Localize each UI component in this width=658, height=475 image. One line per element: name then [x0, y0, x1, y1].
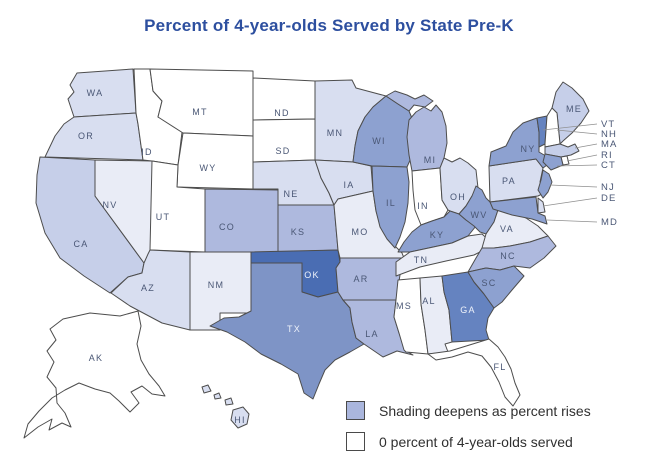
state-il — [371, 165, 410, 249]
state-label-pa: PA — [502, 176, 516, 186]
state-sc — [467, 265, 525, 309]
state-hi — [201, 384, 250, 429]
state-label-mn: MN — [327, 128, 344, 138]
state-ak — [23, 310, 166, 439]
callout-label-nh: NH — [601, 129, 617, 140]
state-label-ne: NE — [283, 189, 298, 199]
state-label-nv: NV — [102, 200, 117, 210]
state-label-co: CO — [219, 222, 235, 232]
state-md — [489, 196, 548, 225]
callout-line-ri — [566, 154, 598, 162]
callout-line-md — [546, 219, 598, 223]
state-label-ky: KY — [430, 230, 445, 240]
state-label-tx: TX — [287, 324, 301, 334]
state-label-ar: AR — [353, 274, 368, 284]
legend-item-zero: 0 percent of 4-year-olds served — [346, 432, 591, 451]
state-pa — [488, 158, 547, 203]
state-vt — [536, 115, 548, 148]
state-wa — [67, 68, 137, 118]
state-label-ut: UT — [156, 212, 171, 222]
state-ks — [277, 204, 339, 253]
state-label-az: AZ — [141, 283, 155, 293]
state-label-wv: WV — [470, 210, 487, 220]
state-fl — [427, 338, 521, 407]
state-label-wi: WI — [372, 136, 386, 146]
state-label-mo: MO — [351, 227, 368, 237]
state-wy — [176, 132, 254, 190]
state-nj — [537, 169, 553, 199]
state-label-nc: NC — [500, 251, 516, 261]
state-label-fl: FL — [493, 362, 506, 372]
callout-line-de — [542, 197, 598, 207]
callout-label-vt: VT — [601, 119, 615, 130]
legend-label-shaded: Shading deepens as percent rises — [379, 402, 591, 419]
figure-title: Percent of 4-year-olds Served by State P… — [144, 16, 514, 35]
legend: Shading deepens as percent rises 0 perce… — [346, 401, 591, 463]
state-label-va: VA — [500, 224, 514, 234]
state-label-ak: AK — [89, 353, 104, 363]
callout-line-nh — [556, 129, 598, 135]
callout-line-ma — [574, 143, 598, 149]
state-co — [204, 188, 279, 253]
state-mi — [385, 90, 448, 172]
callout-line-vt — [542, 123, 598, 131]
state-label-il: IL — [386, 198, 396, 208]
callout-label-ma: MA — [601, 139, 617, 150]
state-label-oh: OH — [450, 192, 466, 202]
legend-swatch-shaded-icon — [346, 401, 365, 420]
callout-label-ri: RI — [601, 150, 613, 161]
state-label-ia: IA — [343, 180, 354, 190]
callout-label-de: DE — [601, 193, 616, 204]
state-label-wa: WA — [87, 88, 104, 98]
callout-line-ct — [556, 164, 598, 167]
state-label-ca: CA — [73, 239, 88, 249]
state-label-wy: WY — [199, 163, 216, 173]
callout-label-ct: CT — [601, 160, 616, 171]
state-label-id: ID — [141, 147, 153, 157]
state-label-mi: MI — [424, 155, 437, 165]
state-label-sd: SD — [275, 146, 290, 156]
state-label-ok: OK — [304, 270, 320, 280]
state-label-ms: MS — [396, 301, 412, 311]
callout-label-md: MD — [601, 217, 618, 228]
state-label-al: AL — [422, 296, 436, 306]
state-label-hi: HI — [234, 415, 246, 425]
state-label-ks: KS — [291, 227, 306, 237]
legend-item-shaded: Shading deepens as percent rises — [346, 401, 591, 420]
state-label-sc: SC — [481, 278, 496, 288]
state-label-me: ME — [566, 104, 582, 114]
state-ar — [335, 257, 405, 301]
state-label-ga: GA — [460, 305, 476, 315]
state-label-mt: MT — [192, 107, 208, 117]
callout-label-nj: NJ — [601, 182, 615, 193]
state-label-ny: NY — [520, 144, 535, 154]
legend-label-zero: 0 percent of 4-year-olds served — [379, 433, 573, 450]
state-label-in: IN — [417, 201, 429, 211]
state-label-nd: ND — [274, 108, 290, 118]
state-label-tn: TN — [414, 255, 429, 265]
legend-swatch-zero-icon — [346, 432, 365, 451]
callout-line-nj — [549, 184, 598, 188]
state-de — [537, 197, 546, 214]
state-label-or: OR — [78, 131, 94, 141]
state-label-la: LA — [365, 329, 379, 339]
state-label-nm: NM — [208, 280, 225, 290]
state-ct — [542, 153, 564, 171]
